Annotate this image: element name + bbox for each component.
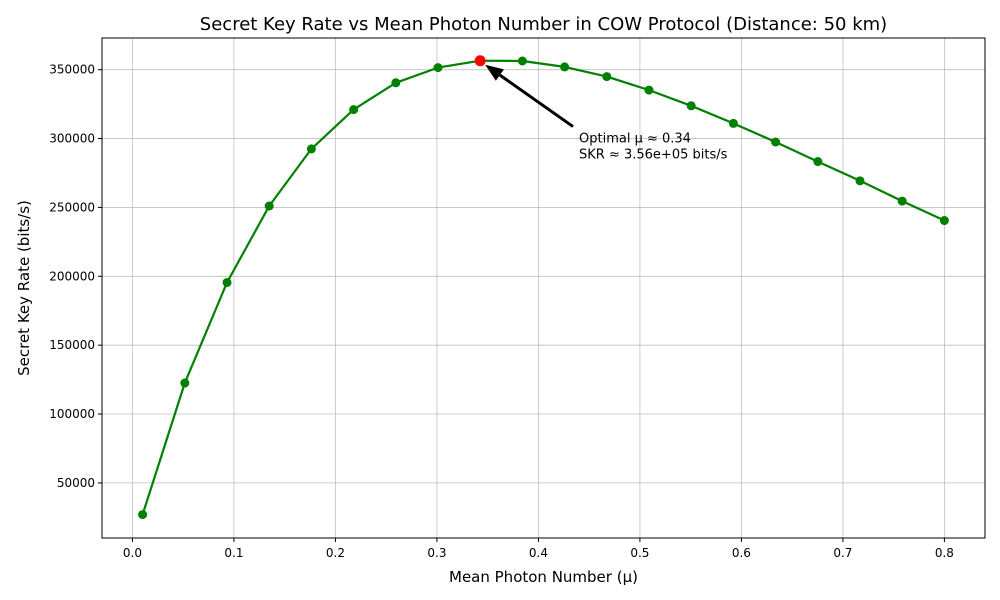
- x-tick-label: 0.1: [224, 546, 243, 560]
- data-point: [222, 277, 232, 287]
- optimal-point-marker: [474, 55, 486, 67]
- x-tick-label: 0.8: [935, 546, 954, 560]
- y-tick-label: 200000: [49, 269, 95, 283]
- annotation-text: SKR ≈ 3.56e+05 bits/s: [579, 148, 728, 163]
- data-point: [728, 118, 738, 128]
- data-point: [644, 85, 654, 95]
- data-point: [813, 157, 823, 167]
- x-tick-label: 0.7: [833, 546, 852, 560]
- data-point: [517, 56, 527, 66]
- series-layer: [138, 55, 949, 520]
- data-point: [264, 201, 274, 211]
- data-point: [602, 72, 612, 82]
- data-point: [180, 378, 190, 388]
- y-tick-label: 100000: [49, 407, 95, 421]
- data-point: [391, 78, 401, 88]
- plot-frame: [101, 37, 986, 539]
- annotation-arrow-shaft: [499, 73, 574, 128]
- y-tick-label: 50000: [57, 476, 95, 490]
- annotation-arrow-head: [485, 64, 504, 81]
- x-tick-label: 0.6: [732, 546, 751, 560]
- annotation-text: Optimal μ ≈ 0.34: [579, 132, 691, 147]
- y-tick-label: 150000: [49, 338, 95, 352]
- x-tick-label: 0.3: [427, 546, 446, 560]
- x-axis-label: Mean Photon Number (μ): [449, 568, 638, 586]
- x-tick-label: 0.2: [326, 546, 345, 560]
- data-point: [686, 101, 696, 111]
- data-point: [771, 137, 781, 147]
- y-tick-label: 250000: [49, 200, 95, 214]
- grid: [102, 38, 985, 538]
- series-line: [141, 59, 945, 515]
- data-point: [897, 196, 907, 206]
- x-tick-label: 0.0: [123, 546, 142, 560]
- y-tick-label: 350000: [49, 63, 95, 77]
- chart-title: Secret Key Rate vs Mean Photon Number in…: [200, 14, 887, 35]
- y-tick-label: 300000: [49, 132, 95, 146]
- data-point: [349, 105, 359, 115]
- data-point: [138, 510, 148, 520]
- y-axis-label: Secret Key Rate (bits/s): [15, 200, 33, 376]
- data-point: [433, 63, 443, 73]
- x-tick-label: 0.5: [630, 546, 649, 560]
- data-point: [939, 216, 949, 226]
- data-point: [855, 176, 865, 186]
- data-point: [306, 144, 316, 154]
- tick-layer: 0.0 0.1 0.2 0.3 0.4 0.5 0.6 0.7 0.8 50000 100000 15…: [49, 63, 954, 560]
- data-point: [560, 62, 570, 72]
- x-tick-label: 0.4: [529, 546, 548, 560]
